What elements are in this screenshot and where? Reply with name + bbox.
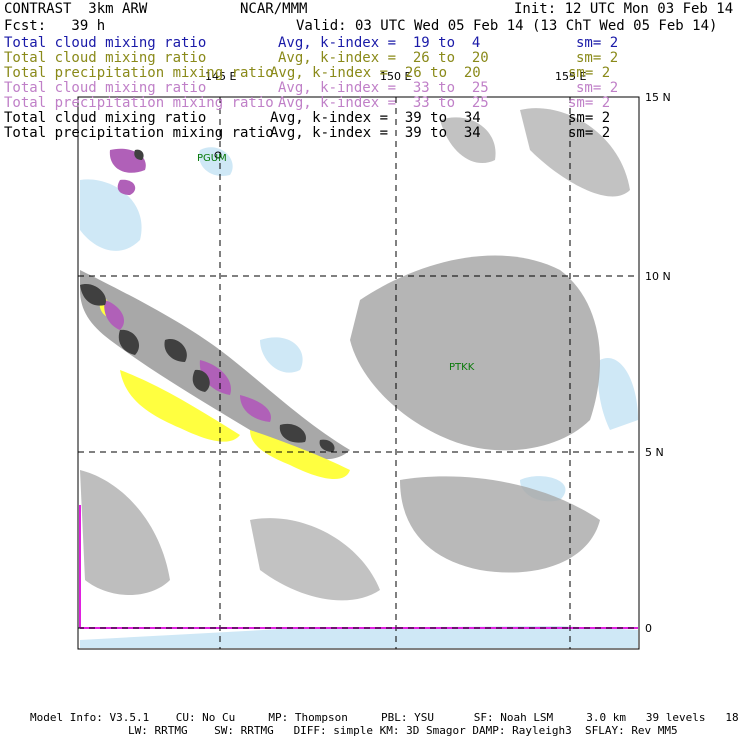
light-cloud-regions (80, 147, 638, 648)
legend-field: Total precipitation mixing ratio (4, 65, 274, 81)
station-pgum: PGUM (197, 153, 227, 164)
lon-label-150: 150 E (380, 70, 411, 83)
gray-cloud-regions (80, 108, 630, 601)
legend-sm: sm= 2 (568, 110, 611, 126)
legend-avg: Avg, k-index = 39 to 34 (270, 110, 481, 126)
legend-avg: Avg, k-index = 33 to 25 (278, 80, 489, 96)
lat-label-5: 5 N (645, 446, 664, 459)
lat-label-10: 10 N (645, 270, 671, 283)
init-time: Init: 12 UTC Mon 03 Feb 14 (514, 1, 734, 17)
dark-cloud-cores (80, 149, 335, 452)
legend-field: Total precipitation mixing ratio (4, 95, 274, 111)
legend-field: Total cloud mixing ratio (4, 80, 207, 96)
legend-field: Total cloud mixing ratio (4, 35, 207, 51)
lat-label-0: 0 (645, 622, 652, 635)
legend-avg: Avg, k-index = 26 to 20 (270, 65, 481, 81)
lat-label-15: 15 N (645, 91, 671, 104)
model-info-line2: LW: RRTMG SW: RRTMG DIFF: simple KM: 3D … (128, 724, 678, 737)
legend-avg: Avg, k-index = 39 to 34 (270, 125, 481, 141)
lon-label-155: 155 E (555, 70, 586, 83)
org-title: NCAR/MMM (240, 1, 308, 17)
legend-sm: sm= 2 (576, 80, 619, 96)
graticule (78, 96, 639, 649)
legend-sm: sm= 2 (568, 95, 611, 111)
forecast-hour: Fcst: 39 h (4, 18, 106, 34)
legend-field: Total cloud mixing ratio (4, 50, 207, 66)
legend-sm: sm= 2 (576, 35, 619, 51)
model-title: CONTRAST 3km ARW (4, 1, 148, 17)
valid-time: Valid: 03 UTC Wed 05 Feb 14 (13 ChT Wed … (296, 18, 718, 34)
legend-sm: sm= 2 (568, 125, 611, 141)
lon-label-145: 145 E (205, 70, 236, 83)
guam-island (214, 151, 222, 159)
legend-sm: sm= 2 (576, 50, 619, 66)
legend-avg: Avg, k-index = 26 to 20 (278, 50, 489, 66)
legend-sm: sm= 2 (568, 65, 611, 81)
legend-avg: Avg, k-index = 33 to 25 (278, 95, 489, 111)
legend-field: Total precipitation mixing ratio (4, 125, 274, 141)
model-info-line1: Model Info: V3.5.1 CU: No Cu MP: Thompso… (30, 711, 740, 724)
legend-avg: Avg, k-index = 19 to 4 (278, 35, 481, 51)
legend-field: Total cloud mixing ratio (4, 110, 207, 126)
station-ptkk: PTKK (449, 362, 475, 373)
